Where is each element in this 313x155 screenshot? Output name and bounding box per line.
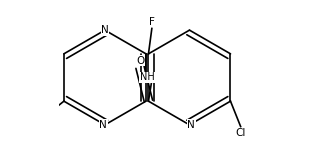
- Text: Cl: Cl: [235, 128, 246, 138]
- Text: N: N: [99, 120, 107, 130]
- Text: N: N: [187, 120, 195, 130]
- Text: NH: NH: [140, 73, 155, 82]
- Text: O: O: [136, 56, 144, 66]
- Text: F: F: [149, 17, 155, 27]
- Text: N: N: [101, 25, 109, 35]
